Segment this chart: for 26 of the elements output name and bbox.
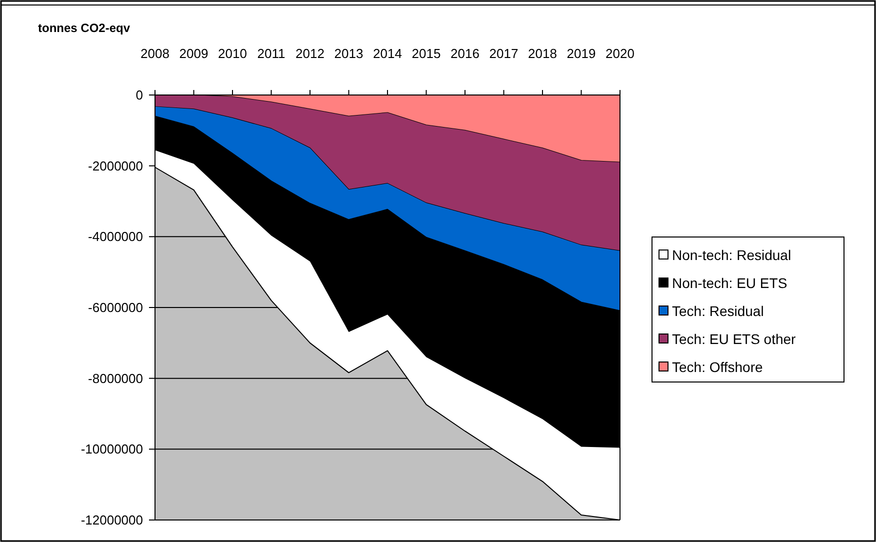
x-tick-label: 2014 bbox=[373, 46, 402, 61]
y-tick-label: 0 bbox=[136, 88, 143, 103]
x-tick-label: 2013 bbox=[334, 46, 364, 61]
legend-label: Tech: Offshore bbox=[672, 358, 763, 375]
x-tick-label: 2017 bbox=[489, 46, 518, 61]
x-tick-label: 2015 bbox=[412, 46, 441, 61]
x-tick-label: 2011 bbox=[257, 46, 286, 61]
y-tick-label: -2000000 bbox=[88, 158, 143, 174]
legend-label: Non-tech: Residual bbox=[672, 246, 792, 263]
y-tick-label: -8000000 bbox=[88, 370, 143, 386]
legend-label: Tech: Residual bbox=[672, 302, 764, 319]
x-tick-label: 2008 bbox=[140, 46, 170, 61]
x-tick-label: 2016 bbox=[450, 46, 480, 61]
y-tick-label: -10000000 bbox=[80, 442, 143, 457]
x-tick-label: 2012 bbox=[296, 46, 324, 61]
legend-label: Non-tech: EU ETS bbox=[672, 274, 788, 291]
x-tick-label: 2009 bbox=[179, 46, 208, 61]
y-tick-label: -12000000 bbox=[80, 512, 143, 528]
x-tick-label: 2020 bbox=[606, 46, 634, 61]
y-axis-title: tonnes CO2-eqv bbox=[38, 21, 130, 35]
legend-label: Tech: EU ETS other bbox=[672, 330, 796, 347]
x-tick-label: 2018 bbox=[528, 46, 557, 61]
y-tick-label: -4000000 bbox=[88, 229, 143, 244]
x-tick-label: 2019 bbox=[566, 46, 596, 61]
x-tick-label: 2010 bbox=[218, 46, 247, 61]
y-tick-label: -6000000 bbox=[88, 300, 143, 316]
